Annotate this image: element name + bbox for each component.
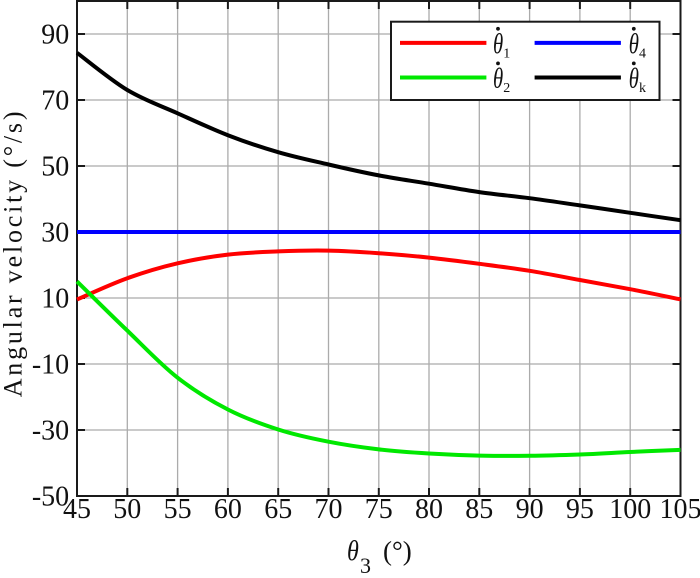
svg-text:105: 105	[660, 494, 700, 525]
svg-text:Angular velocity (°/s): Angular velocity (°/s)	[0, 109, 28, 398]
svg-text:55: 55	[164, 494, 192, 525]
svg-text:90: 90	[41, 20, 69, 51]
svg-text:3: 3	[360, 553, 371, 578]
svg-text:k: k	[639, 81, 646, 96]
svg-text:80: 80	[415, 494, 443, 525]
svg-text:60: 60	[214, 494, 242, 525]
svg-text:θ: θ	[493, 64, 503, 95]
svg-text:-10: -10	[32, 350, 69, 381]
svg-text:10: 10	[41, 284, 69, 315]
svg-text:70: 70	[41, 86, 69, 117]
svg-text:50: 50	[113, 494, 141, 525]
svg-text:85: 85	[465, 494, 493, 525]
svg-text:50: 50	[41, 152, 69, 183]
svg-text:θ: θ	[629, 64, 639, 95]
svg-text:-50: -50	[32, 482, 69, 513]
svg-text:90: 90	[516, 494, 544, 525]
svg-text:4: 4	[639, 47, 646, 62]
svg-text:θ: θ	[493, 29, 503, 60]
svg-text:65: 65	[264, 494, 292, 525]
svg-text:-30: -30	[32, 416, 69, 447]
svg-text:1: 1	[503, 47, 510, 62]
svg-text:θ: θ	[629, 29, 639, 60]
svg-text:75: 75	[365, 494, 393, 525]
svg-text:θ: θ	[347, 535, 359, 566]
svg-text:100: 100	[609, 494, 651, 525]
svg-text:(°): (°)	[383, 536, 412, 566]
svg-text:30: 30	[41, 218, 69, 249]
svg-text:95: 95	[566, 494, 594, 525]
svg-text:2: 2	[503, 81, 510, 96]
svg-text:45: 45	[63, 494, 91, 525]
svg-text:70: 70	[315, 494, 343, 525]
